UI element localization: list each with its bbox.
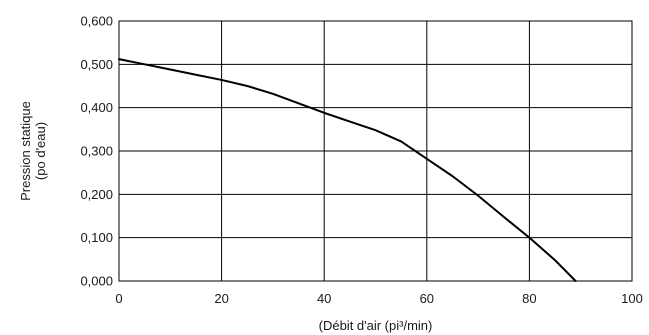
x-tick-labels: 0 20 40 60 80 100 xyxy=(115,291,642,306)
x-tick-label: 80 xyxy=(522,291,536,306)
y-axis-label-line: Pression statique xyxy=(18,101,33,201)
y-tick-label: 0,200 xyxy=(80,187,113,202)
y-axis-label: Pression statique(po d'eau) xyxy=(18,101,48,201)
x-tick-label: 20 xyxy=(214,291,228,306)
grid xyxy=(118,20,633,282)
x-tick-label: 60 xyxy=(420,291,434,306)
plot-border xyxy=(118,20,633,282)
x-axis-label: (Débit d'air (pi³/min) xyxy=(319,318,433,333)
x-tick-label: 40 xyxy=(317,291,331,306)
y-tick-labels: 0,000 0,100 0,200 0,300 0,400 0,500 0,600 xyxy=(80,14,113,289)
x-tick-label: 0 xyxy=(115,291,122,306)
plot-frame xyxy=(118,20,633,282)
y-tick-label: 0,600 xyxy=(80,14,113,29)
axis-labels: (Débit d'air (pi³/min) Pression statique… xyxy=(18,101,432,333)
series-line xyxy=(118,58,577,282)
y-tick-label: 0,400 xyxy=(80,100,113,115)
y-tick-label: 0,100 xyxy=(80,230,113,245)
x-tick-label: 100 xyxy=(621,291,643,306)
y-tick-label: 0,000 xyxy=(80,274,113,289)
series-layer xyxy=(118,58,577,282)
y-tick-label: 0,300 xyxy=(80,144,113,159)
y-tick-label: 0,500 xyxy=(80,57,113,72)
y-axis-label-line: (po d'eau) xyxy=(33,122,48,180)
